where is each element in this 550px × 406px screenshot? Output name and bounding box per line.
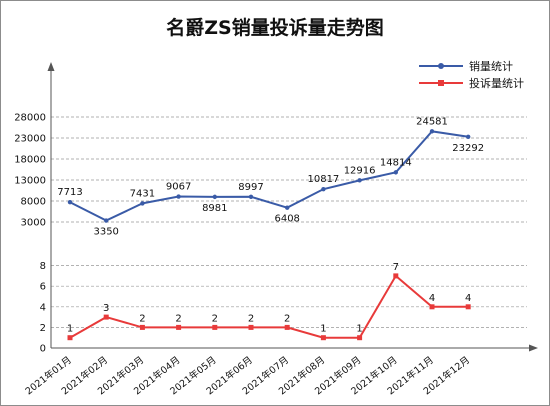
legend-item-sales: 销量统计 xyxy=(419,57,524,74)
data-label-complaints-6: 2 xyxy=(284,313,290,324)
data-label-sales-10: 24581 xyxy=(416,116,448,127)
legend-label-sales: 销量统计 xyxy=(469,59,513,73)
point-complaints-3 xyxy=(176,324,182,330)
point-complaints-6 xyxy=(284,324,290,330)
point-complaints-8 xyxy=(357,335,363,341)
point-sales-7 xyxy=(321,186,326,192)
data-label-complaints-0: 1 xyxy=(67,324,73,335)
y-tick-label-upper-2: 13000 xyxy=(14,176,46,187)
data-label-sales-1: 3350 xyxy=(93,227,118,238)
data-label-complaints-1: 3 xyxy=(103,303,109,314)
data-label-complaints-9: 7 xyxy=(393,262,399,273)
point-complaints-0 xyxy=(67,335,73,341)
data-label-complaints-7: 1 xyxy=(320,324,326,335)
data-label-sales-3: 9067 xyxy=(166,182,191,193)
data-label-sales-4: 8981 xyxy=(202,203,227,214)
point-sales-10 xyxy=(429,129,435,134)
y-tick-label-upper-3: 18000 xyxy=(14,155,46,166)
point-complaints-11 xyxy=(465,304,471,310)
legend-label-complaints: 投诉量统计 xyxy=(469,76,524,90)
data-label-complaints-10: 4 xyxy=(429,293,435,304)
data-label-sales-5: 8997 xyxy=(238,182,263,193)
data-label-complaints-11: 4 xyxy=(465,293,471,304)
point-complaints-4 xyxy=(212,324,218,330)
point-complaints-2 xyxy=(139,324,145,330)
legend-swatch-complaints xyxy=(419,76,463,90)
y-tick-label-lower-0: 0 xyxy=(40,344,46,355)
data-label-sales-0: 7713 xyxy=(57,187,82,198)
y-axis-arrow xyxy=(47,62,55,71)
y-tick-label-lower-3: 6 xyxy=(40,282,46,293)
point-sales-8 xyxy=(357,178,362,183)
data-label-sales-7: 10817 xyxy=(307,174,339,185)
data-label-sales-11: 23292 xyxy=(452,143,484,154)
y-tick-label-lower-1: 2 xyxy=(40,323,46,334)
point-sales-5 xyxy=(248,194,254,200)
point-complaints-9 xyxy=(393,273,399,279)
legend-swatch-sales xyxy=(419,59,463,73)
point-complaints-10 xyxy=(429,304,435,310)
data-label-complaints-3: 2 xyxy=(175,313,181,324)
point-complaints-1 xyxy=(103,314,109,320)
data-label-sales-6: 6408 xyxy=(274,214,299,225)
y-tick-label-lower-2: 4 xyxy=(40,302,46,313)
data-label-sales-2: 7431 xyxy=(130,188,155,199)
legend-item-complaints: 投诉量统计 xyxy=(419,74,524,91)
point-complaints-7 xyxy=(320,335,326,341)
point-complaints-5 xyxy=(248,324,254,330)
point-sales-3 xyxy=(176,194,181,199)
point-sales-6 xyxy=(285,205,290,210)
y-tick-label-upper-4: 23000 xyxy=(14,134,46,145)
data-label-complaints-2: 2 xyxy=(139,313,145,324)
data-label-complaints-5: 2 xyxy=(248,313,254,324)
data-label-sales-9: 14814 xyxy=(380,157,412,168)
legend: 销量统计 投诉量统计 xyxy=(419,57,524,91)
y-tick-label-upper-0: 3000 xyxy=(21,218,46,229)
data-label-complaints-4: 2 xyxy=(212,313,218,324)
series-line-sales xyxy=(69,130,469,222)
point-sales-11 xyxy=(466,134,471,139)
y-tick-label-upper-1: 8000 xyxy=(21,197,46,208)
y-tick-label-lower-4: 8 xyxy=(40,261,46,272)
point-sales-4 xyxy=(212,194,217,200)
x-axis-arrow xyxy=(529,344,538,352)
point-sales-1 xyxy=(104,218,109,223)
series-line-complaints xyxy=(69,274,469,339)
point-sales-2 xyxy=(140,201,145,206)
point-sales-0 xyxy=(67,200,73,205)
y-tick-label-upper-5: 28000 xyxy=(14,113,46,124)
chart-title: 名爵ZS销量投诉量走势图 xyxy=(166,17,384,39)
data-label-complaints-8: 1 xyxy=(356,324,362,335)
point-sales-9 xyxy=(393,170,398,175)
data-label-sales-8: 12916 xyxy=(344,165,376,176)
